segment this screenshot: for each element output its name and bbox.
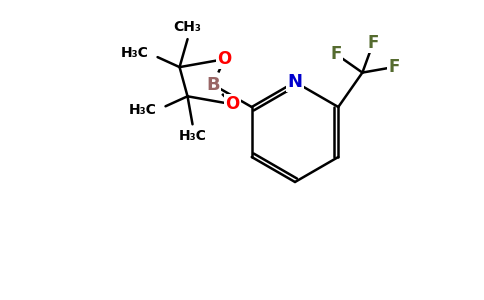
Text: CH₃: CH₃ [174,20,201,34]
Text: O: O [217,50,232,68]
Text: F: F [368,34,379,52]
Text: B: B [206,76,220,94]
Text: H₃C: H₃C [179,129,207,143]
Text: F: F [388,58,400,76]
Text: H₃C: H₃C [129,103,156,117]
Text: H₃C: H₃C [121,46,149,60]
Text: N: N [287,73,302,91]
Text: F: F [331,45,342,63]
Text: O: O [226,95,240,113]
